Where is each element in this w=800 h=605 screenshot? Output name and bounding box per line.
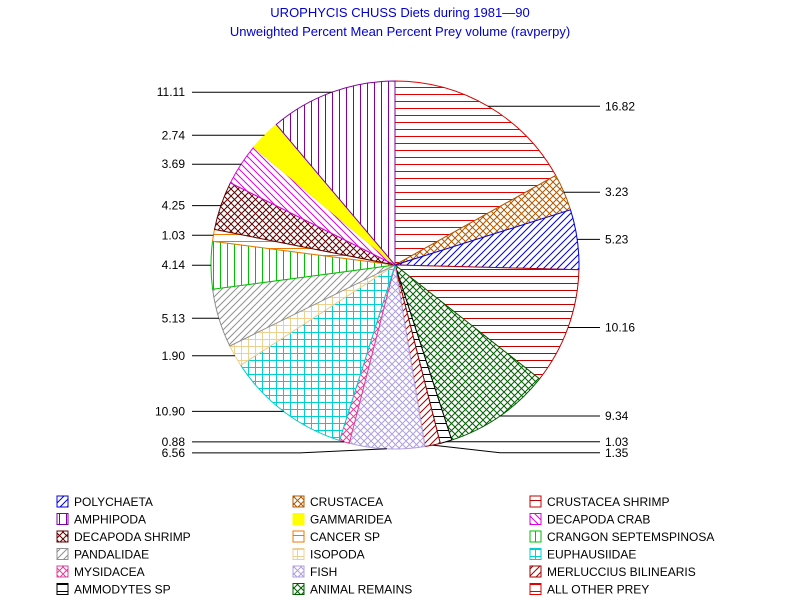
legend-label: DECAPODA CRAB <box>547 513 650 527</box>
leader-line-fish <box>192 448 387 454</box>
value-label-isopoda: 1.90 <box>162 349 186 363</box>
value-label-fish: 6.56 <box>162 446 186 460</box>
legend-label: ALL OTHER PREY <box>547 583 649 597</box>
value-label-animal-remains: 9.34 <box>605 409 629 423</box>
legend-item-gammaridea: GAMMARIDEA <box>292 513 392 527</box>
legend-item-fish: FISH <box>292 565 337 579</box>
legend-swatch <box>292 565 305 578</box>
legend-label: MERLUCCIUS BILINEARIS <box>547 565 696 579</box>
legend-swatch <box>529 530 542 543</box>
legend-item-amphipoda: AMPHIPODA <box>56 513 146 527</box>
legend-label: FISH <box>310 565 337 579</box>
legend-item-crangon-septemspinosa: CRANGON SEPTEMSPINOSA <box>529 530 714 544</box>
slice-euphausiidae <box>239 263 396 442</box>
legend-item-all-other-prey: ALL OTHER PREY <box>529 583 649 597</box>
legend-item-euphausiidae: EUPHAUSIIDAE <box>529 548 636 562</box>
legend-label: EUPHAUSIIDAE <box>547 548 636 562</box>
value-label-amphipoda: 11.11 <box>157 85 186 99</box>
legend-item-polychaeta: POLYCHAETA <box>56 495 153 509</box>
value-label-decapoda-crab: 3.69 <box>162 157 186 171</box>
legend-label: CRANGON SEPTEMSPINOSA <box>547 530 714 544</box>
chart-title: UROPHYCIS CHUSS Diets during 1981—90 <box>270 5 529 20</box>
legend-swatch <box>292 583 305 595</box>
chart-subtitle: Unweighted Percent Mean Percent Prey vol… <box>230 24 570 39</box>
legend-label: POLYCHAETA <box>74 495 153 509</box>
legend-label: CANCER SP <box>310 530 380 544</box>
slice-animal-remains <box>394 263 541 441</box>
value-label-decapoda-shrimp: 4.25 <box>162 199 186 213</box>
legend-item-merluccius-bilinearis: MERLUCCIUS BILINEARIS <box>529 565 696 579</box>
pie-slices <box>210 80 580 450</box>
value-label-mysidacea: 0.88 <box>162 435 186 449</box>
legend-item-cancer-sp: CANCER SP <box>292 530 380 544</box>
legend: POLYCHAETA CRUSTACEA CRUSTACEA SHRIMP AMPHI… <box>56 495 714 597</box>
legend-swatch <box>56 583 69 595</box>
legend-item-decapoda-crab: DECAPODA CRAB <box>529 513 650 527</box>
legend-label: CRUSTACEA <box>310 495 383 509</box>
value-label-crangon-septemspinosa: 4.14 <box>162 258 186 272</box>
value-label-gammaridea: 2.74 <box>162 128 186 142</box>
legend-item-animal-remains: ANIMAL REMAINS <box>292 583 412 597</box>
slice-leaders: 16.823.235.2310.169.341.031.3511.112.743… <box>155 85 635 460</box>
legend-swatch <box>56 530 69 543</box>
legend-label: ANIMAL REMAINS <box>310 583 412 597</box>
legend-label: GAMMARIDEA <box>310 513 392 527</box>
legend-swatch <box>292 530 305 543</box>
legend-item-crustacea-shrimp: CRUSTACEA SHRIMP <box>529 495 669 509</box>
value-label-ammodytes-sp: 1.03 <box>605 435 629 449</box>
legend-swatch <box>529 495 542 508</box>
legend-swatch <box>292 548 305 560</box>
value-label-merluccius-bilinearis: 1.35 <box>605 446 629 460</box>
legend-item-pandalidae: PANDALIDAE <box>56 548 149 562</box>
legend-label: ISOPODA <box>310 548 365 562</box>
legend-swatch <box>529 548 542 560</box>
legend-label: PANDALIDAE <box>74 548 149 562</box>
legend-swatch <box>529 513 542 525</box>
leader-line-merluccius-bilinearis <box>432 444 600 454</box>
legend-item-mysidacea: MYSIDACEA <box>56 565 145 579</box>
legend-swatch <box>56 565 69 578</box>
legend-label: DECAPODA SHRIMP <box>74 530 191 544</box>
value-label-polychaeta: 5.23 <box>605 232 629 246</box>
value-label-all-other-prey: 16.82 <box>605 99 635 113</box>
legend-item-ammodytes-sp: AMMODYTES SP <box>56 583 171 597</box>
value-label-crustacea: 3.23 <box>605 185 629 199</box>
value-label-pandalidae: 5.13 <box>162 311 186 325</box>
legend-swatch <box>292 513 305 525</box>
legend-item-decapoda-shrimp: DECAPODA SHRIMP <box>56 530 191 544</box>
legend-swatch <box>529 583 542 595</box>
legend-swatch <box>56 495 69 508</box>
legend-item-crustacea: CRUSTACEA <box>292 495 383 509</box>
value-label-crustacea-shrimp: 10.16 <box>605 321 635 335</box>
legend-swatch <box>292 495 305 508</box>
value-label-cancer-sp: 1.03 <box>162 228 186 242</box>
value-label-euphausiidae: 10.90 <box>155 404 185 418</box>
legend-item-isopoda: ISOPODA <box>292 548 365 562</box>
slice-all-other-prey <box>394 80 557 266</box>
slice-crustacea-shrimp <box>393 264 580 380</box>
legend-swatch <box>56 548 69 560</box>
legend-label: CRUSTACEA SHRIMP <box>547 495 669 509</box>
legend-swatch <box>56 513 69 525</box>
legend-label: AMMODYTES SP <box>74 583 171 597</box>
legend-label: MYSIDACEA <box>74 565 145 579</box>
legend-swatch <box>529 565 542 578</box>
legend-label: AMPHIPODA <box>74 513 146 527</box>
